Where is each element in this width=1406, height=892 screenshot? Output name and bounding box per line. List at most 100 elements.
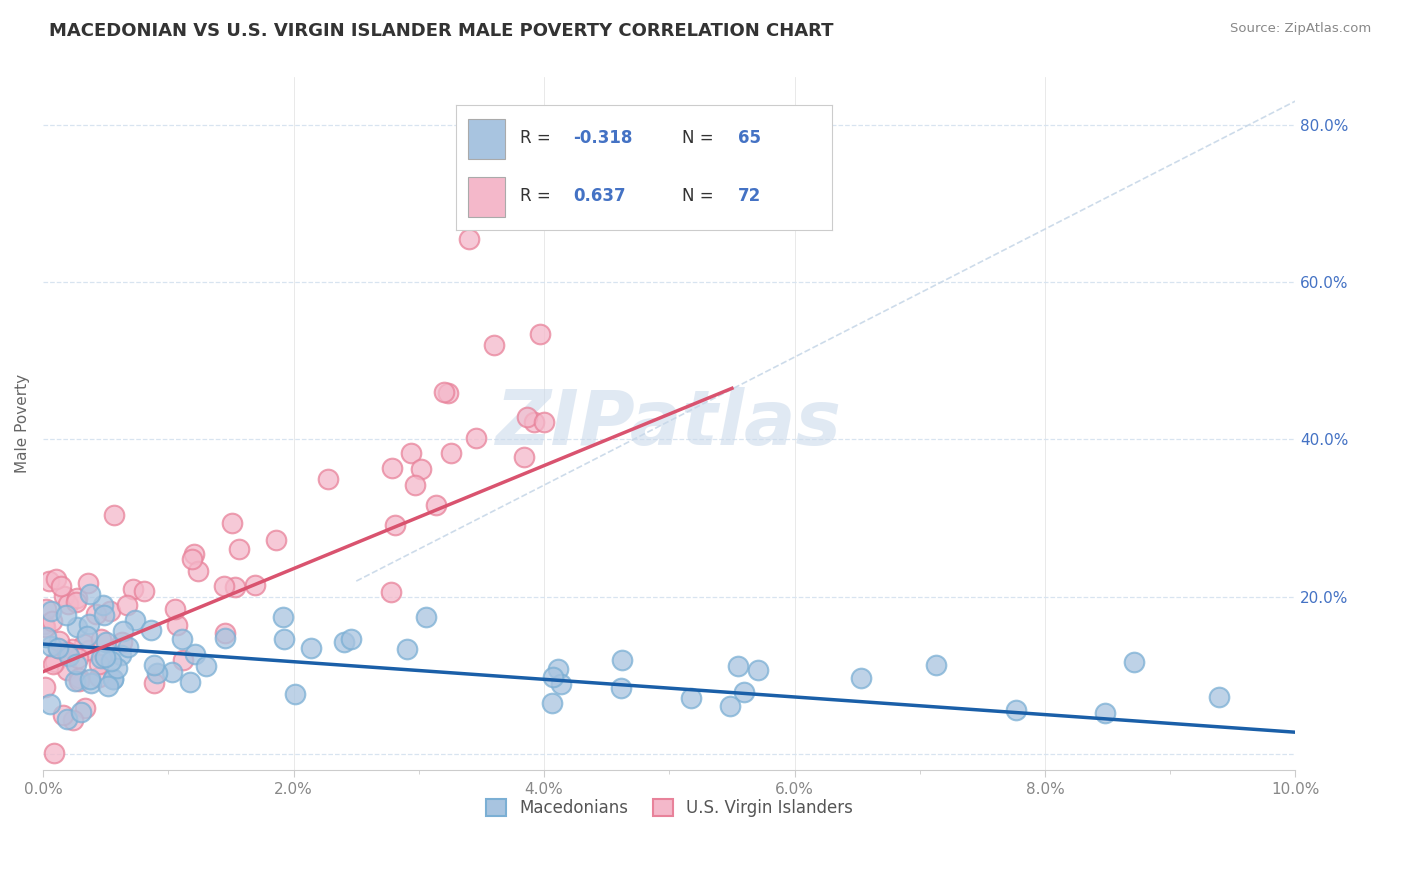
Point xyxy=(39,604,62,618)
Point xyxy=(42,747,65,761)
Point xyxy=(610,653,633,667)
Point xyxy=(679,691,702,706)
Point xyxy=(221,516,243,531)
Point xyxy=(66,650,89,665)
Point xyxy=(1208,690,1230,705)
Point xyxy=(187,564,209,578)
Text: MACEDONIAN VS U.S. VIRGIN ISLANDER MALE POVERTY CORRELATION CHART: MACEDONIAN VS U.S. VIRGIN ISLANDER MALE … xyxy=(49,22,834,40)
Point xyxy=(65,594,87,608)
Point xyxy=(96,634,118,648)
Point xyxy=(67,673,90,688)
Point xyxy=(70,705,93,719)
Point xyxy=(550,677,572,691)
Point xyxy=(516,409,538,424)
Point xyxy=(39,697,62,711)
Point xyxy=(245,577,267,591)
Point xyxy=(172,632,194,646)
Point xyxy=(93,608,115,623)
Point xyxy=(56,644,79,658)
Point xyxy=(747,663,769,677)
Y-axis label: Male Poverty: Male Poverty xyxy=(15,374,30,474)
Point xyxy=(34,602,56,616)
Point xyxy=(409,462,432,476)
Point xyxy=(90,651,112,665)
Point xyxy=(45,572,67,586)
Point xyxy=(90,632,112,647)
Point xyxy=(44,655,66,669)
Point xyxy=(425,498,447,512)
Point xyxy=(727,658,749,673)
Point xyxy=(214,631,236,645)
Point xyxy=(98,604,121,618)
Point xyxy=(121,582,143,596)
Text: Source: ZipAtlas.com: Source: ZipAtlas.com xyxy=(1230,22,1371,36)
Point xyxy=(166,618,188,632)
Point xyxy=(513,450,536,464)
Point xyxy=(718,698,741,713)
Point xyxy=(97,679,120,693)
Point xyxy=(49,578,72,592)
Point xyxy=(533,415,555,429)
Point xyxy=(107,661,129,675)
Point xyxy=(55,607,77,622)
Point xyxy=(63,674,86,689)
Point xyxy=(79,672,101,686)
Point xyxy=(273,609,295,624)
Point xyxy=(143,657,166,672)
Point xyxy=(132,584,155,599)
Point xyxy=(67,671,90,685)
Point xyxy=(77,575,100,590)
Point xyxy=(733,685,755,699)
Point xyxy=(117,640,139,654)
Point xyxy=(103,508,125,522)
Point xyxy=(610,681,633,695)
Point xyxy=(56,597,79,611)
Point xyxy=(32,616,55,631)
Point xyxy=(79,586,101,600)
Point xyxy=(465,431,488,445)
Point xyxy=(482,338,505,352)
Point xyxy=(94,649,117,664)
Point xyxy=(273,632,295,646)
Point xyxy=(58,648,80,663)
Point xyxy=(299,640,322,655)
Point xyxy=(111,624,134,638)
Point xyxy=(266,533,288,547)
Point xyxy=(62,713,84,727)
Point xyxy=(180,552,202,566)
Point xyxy=(35,630,58,644)
Point xyxy=(34,620,56,634)
Point xyxy=(224,580,246,594)
Point xyxy=(56,663,79,677)
Point xyxy=(60,641,83,656)
Point xyxy=(547,662,569,676)
Point xyxy=(283,687,305,701)
Point xyxy=(214,625,236,640)
Point xyxy=(139,624,162,638)
Point xyxy=(404,478,426,492)
Point xyxy=(48,634,70,648)
Point xyxy=(184,648,207,662)
Point xyxy=(73,637,96,651)
Point xyxy=(100,655,122,669)
Point xyxy=(165,601,187,615)
Point xyxy=(340,632,363,646)
Point xyxy=(87,669,110,683)
Point xyxy=(79,642,101,657)
Point xyxy=(316,472,339,486)
Point xyxy=(93,598,115,612)
Point xyxy=(39,639,62,653)
Point xyxy=(401,446,423,460)
Point xyxy=(395,642,418,657)
Point xyxy=(146,666,169,681)
Point xyxy=(34,680,56,694)
Point xyxy=(41,614,63,628)
Point xyxy=(56,713,79,727)
Point xyxy=(52,707,75,722)
Point xyxy=(66,620,89,634)
Point xyxy=(46,640,69,655)
Point xyxy=(332,635,354,649)
Point xyxy=(380,585,402,599)
Point xyxy=(77,617,100,632)
Point xyxy=(160,665,183,679)
